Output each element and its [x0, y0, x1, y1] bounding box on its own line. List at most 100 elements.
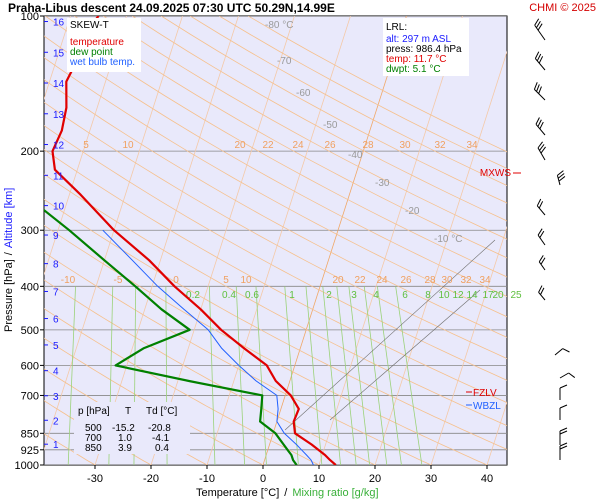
wind-barb-feather	[535, 117, 540, 125]
wind-barb-feather	[540, 287, 545, 295]
dry-adiabat	[44, 35, 507, 298]
mixing-ratio-label: 0.2	[186, 290, 200, 301]
wind-barb-staff	[554, 348, 563, 356]
table-cell: 850	[85, 443, 102, 454]
isotherm	[44, 16, 183, 451]
table-cell: 3.9	[118, 443, 132, 454]
wind-barb	[535, 117, 546, 136]
mixing-ratio-line	[255, 286, 267, 465]
theta-label: -5	[114, 275, 123, 286]
pressure-tick-label: 200	[21, 146, 39, 158]
pressure-tick-label: 1000	[15, 460, 39, 472]
mixing-ratio-line	[348, 286, 371, 465]
dry-adiabat	[44, 279, 376, 465]
wind-barb-staff	[535, 123, 546, 136]
wind-barb-feather	[536, 84, 540, 92]
isotherm-label: -30	[375, 178, 390, 189]
copyright: CHMI © 2025	[529, 2, 596, 14]
wind-barb	[559, 427, 568, 445]
table-cell: 0.4	[155, 443, 169, 454]
dry-adiabat	[44, 198, 507, 450]
wind-barb-feather	[559, 445, 568, 450]
pressure-tick-label: 100	[21, 11, 39, 23]
altitude-tick-label: 9	[53, 231, 59, 242]
wind-barb-staff	[556, 175, 561, 186]
theta-label: 20	[332, 275, 344, 286]
dry-adiabat	[74, 16, 507, 259]
wind-barb	[534, 18, 546, 41]
x-tick-label: 20	[369, 473, 381, 485]
wind-barb	[538, 255, 546, 271]
dry-adiabat	[44, 337, 264, 465]
y-axis-title: Pressure [hPa] / Altitude [km]	[3, 188, 15, 332]
mixing-ratio-line	[376, 286, 402, 465]
theta-label: 34	[466, 140, 478, 151]
mixing-ratio-label: 17	[482, 290, 494, 301]
wind-barb-feather	[538, 86, 542, 94]
pressure-tick-label: 400	[21, 281, 39, 293]
isotherm	[44, 16, 71, 101]
theta-label: 10	[240, 275, 252, 286]
x-axis-label: Temperature [°C]	[196, 487, 279, 499]
wind-barb-feather	[539, 230, 545, 238]
dry-adiabat	[44, 251, 432, 465]
svg-text:Temperature [°C]/Mixing ratio: Temperature [°C] / Mixing ratio [g/kg]	[196, 487, 379, 499]
altitude-tick-label: 7	[53, 287, 59, 298]
theta-label: 5	[223, 275, 229, 286]
mxws-label: MXWS	[480, 168, 511, 179]
table-cell: -15.2	[112, 423, 135, 434]
pressure-tick-label: 300	[21, 225, 39, 237]
altitude-tick-label: 1	[53, 440, 59, 451]
wind-barb-feather	[537, 23, 543, 31]
x-tick-label: 30	[425, 473, 437, 485]
table-cell: 500	[85, 423, 102, 434]
dry-adiabat	[44, 308, 320, 465]
isotherm-label: -80 °C	[265, 20, 293, 31]
series-temperature	[51, 16, 337, 465]
pressure-tick-label: 700	[21, 390, 39, 402]
wind-barb-feather	[538, 255, 544, 263]
wind-barb-feather	[537, 141, 543, 149]
isotherm	[430, 225, 507, 465]
theta-label: 28	[424, 275, 436, 286]
mixing-ratio-line	[305, 286, 323, 465]
wind-barb	[538, 285, 546, 301]
table-header-td: Td [°C]	[146, 406, 177, 417]
isotherm-label: -50	[323, 120, 338, 131]
wind-barb-feather	[535, 20, 541, 28]
pressure-tick-label: 925	[21, 445, 39, 457]
altitude-tick-label: 8	[53, 260, 59, 271]
isotherm	[150, 16, 295, 465]
dry-adiabat	[44, 79, 507, 338]
wind-barb-feather	[538, 201, 544, 209]
wind-barb-feather	[536, 53, 542, 62]
mixing-ratio-label: 3	[351, 290, 357, 301]
mixing-ratio-label: 25	[510, 290, 522, 301]
altitude-tick-label: 6	[53, 315, 59, 326]
theta-label: 24	[292, 140, 304, 151]
mixing-ratio-label: 14	[466, 290, 478, 301]
x-axis-label-mixing: Mixing ratio [g/kg]	[292, 487, 378, 499]
theta-label: 26	[400, 275, 412, 286]
theta-label: 0	[173, 275, 179, 286]
dry-adiabat	[132, 16, 507, 222]
altitude-tick-label: 11	[53, 171, 64, 182]
wind-barb-staff	[538, 292, 546, 301]
pressure-axis: 100 200 300 400 500 600 700 850 925 1000	[15, 11, 44, 472]
wind-barb-feather	[534, 51, 540, 59]
mxws-marker: MXWS	[480, 168, 521, 179]
wind-barb-feather	[537, 119, 542, 127]
wbzl-marker: WBZL	[466, 401, 501, 412]
wind-barb-feather	[559, 442, 568, 447]
legend-temperature: temperature	[70, 37, 124, 48]
wind-barb	[537, 228, 546, 246]
isotherm-label: -60	[296, 88, 311, 99]
legend-box	[67, 18, 141, 72]
dry-adiabat	[44, 149, 507, 404]
altitude-tick-label: 13	[53, 110, 65, 121]
theta-label: 10	[122, 140, 134, 151]
lrl-dewpoint: dwpt: 5.1 °C	[386, 64, 441, 75]
wind-barb-feather	[568, 372, 576, 378]
level-table: p [hPa] T Td [°C] 500 -15.2 -20.8 700 1.…	[74, 402, 190, 454]
mixing-ratio-label: 1	[289, 290, 295, 301]
